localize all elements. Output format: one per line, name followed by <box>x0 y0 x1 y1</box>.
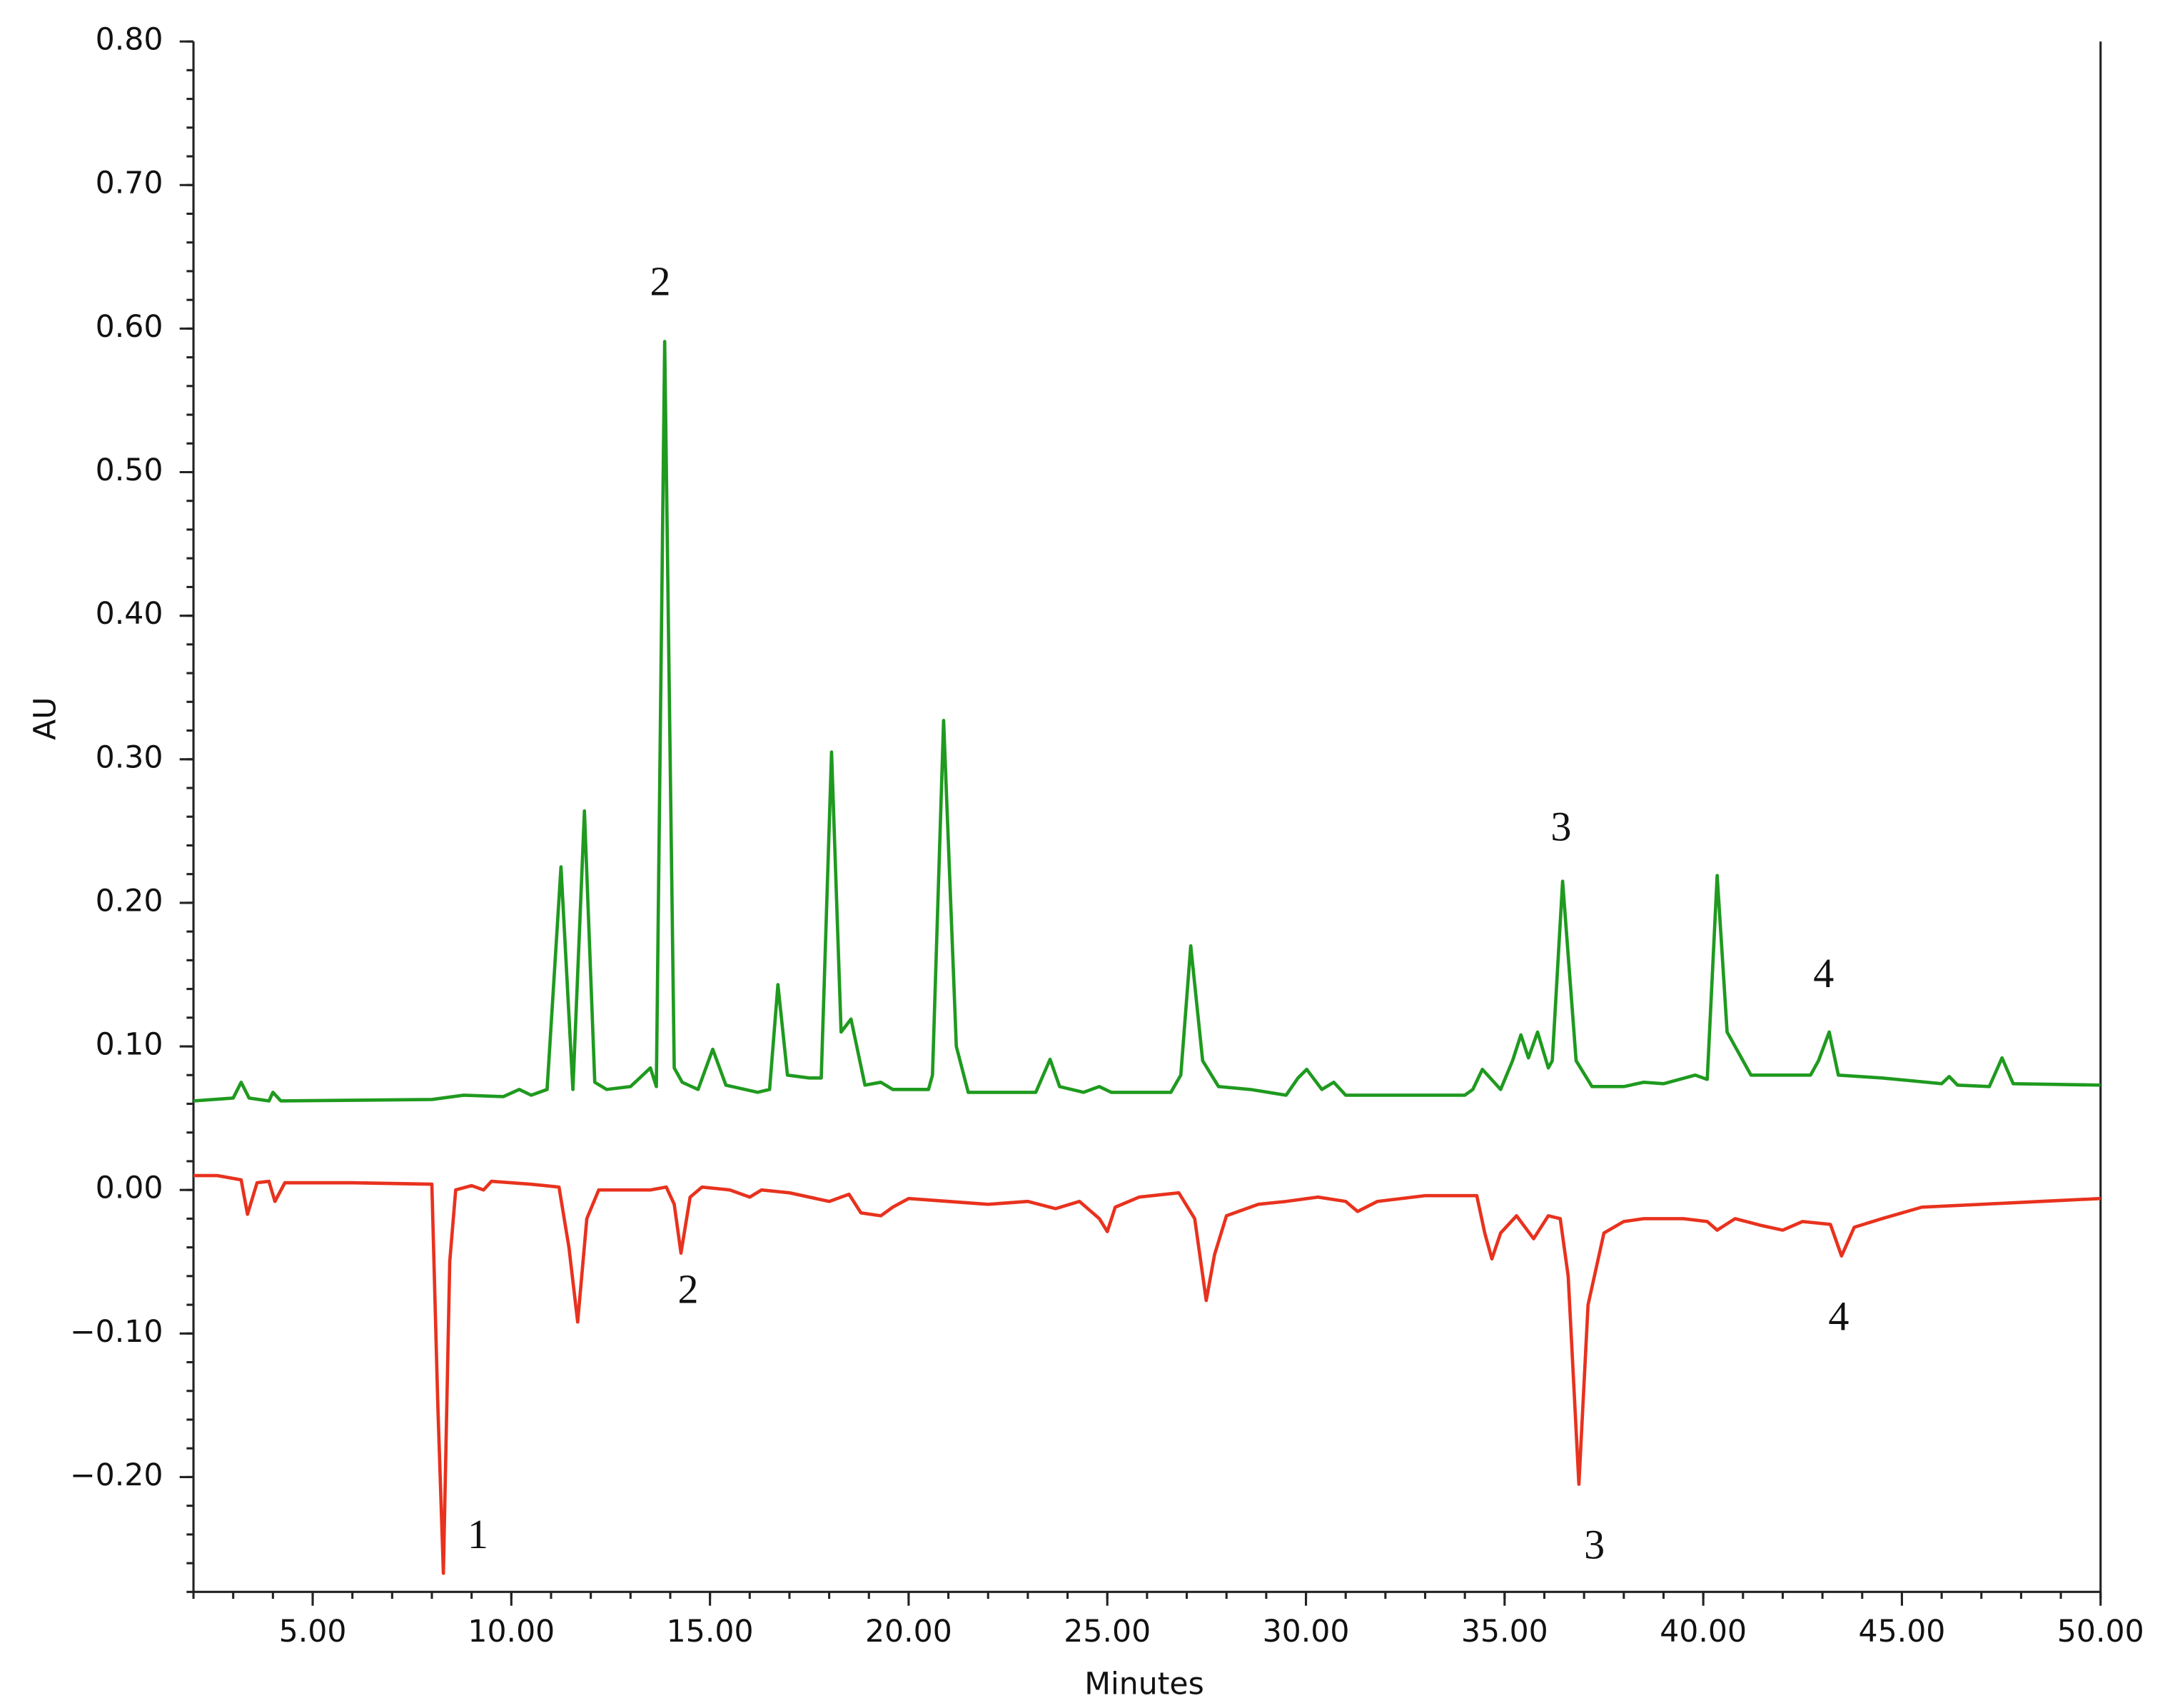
y-tick-label: 0.60 <box>96 309 163 345</box>
y-tick-label: −0.10 <box>70 1314 163 1350</box>
peak-label: 4 <box>1828 1293 1849 1340</box>
trace <box>193 1173 2101 1575</box>
y-tick-label: 0.10 <box>96 1027 163 1063</box>
peak-label: 3 <box>1584 1521 1605 1567</box>
peak-label: 1 <box>468 1511 488 1557</box>
x-tick-label: 20.00 <box>865 1614 952 1649</box>
peak-label: 4 <box>1813 950 1834 996</box>
x-tick-label: 10.00 <box>468 1614 555 1649</box>
y-tick-label: 0.30 <box>96 739 163 775</box>
y-tick-label: 0.70 <box>96 166 163 201</box>
y-tick-label: 0.20 <box>96 883 163 919</box>
x-tick-label: 50.00 <box>2057 1614 2144 1649</box>
x-tick-label: 45.00 <box>1858 1614 1945 1649</box>
y-tick-label: 0.50 <box>96 453 163 488</box>
x-tick-label: 35.00 <box>1461 1614 1548 1649</box>
y-tick-label: 0.40 <box>96 596 163 632</box>
x-tick-label: 5.00 <box>279 1614 347 1649</box>
y-tick-label: 0.80 <box>96 22 163 58</box>
x-tick-label: 40.00 <box>1660 1614 1747 1649</box>
peak-label: 2 <box>677 1265 698 1312</box>
x-tick-label: 30.00 <box>1263 1614 1350 1649</box>
peak-label: 2 <box>650 258 671 304</box>
y-axis-label: AU <box>27 697 63 740</box>
trace <box>193 340 2101 1103</box>
y-tick-label: −0.20 <box>70 1457 163 1493</box>
x-axis-label: Minutes <box>1084 1666 1204 1702</box>
peak-label: 3 <box>1550 804 1571 850</box>
y-tick-label: 0.00 <box>96 1171 163 1206</box>
x-tick-label: 25.00 <box>1064 1614 1151 1649</box>
x-tick-label: 15.00 <box>667 1614 754 1649</box>
